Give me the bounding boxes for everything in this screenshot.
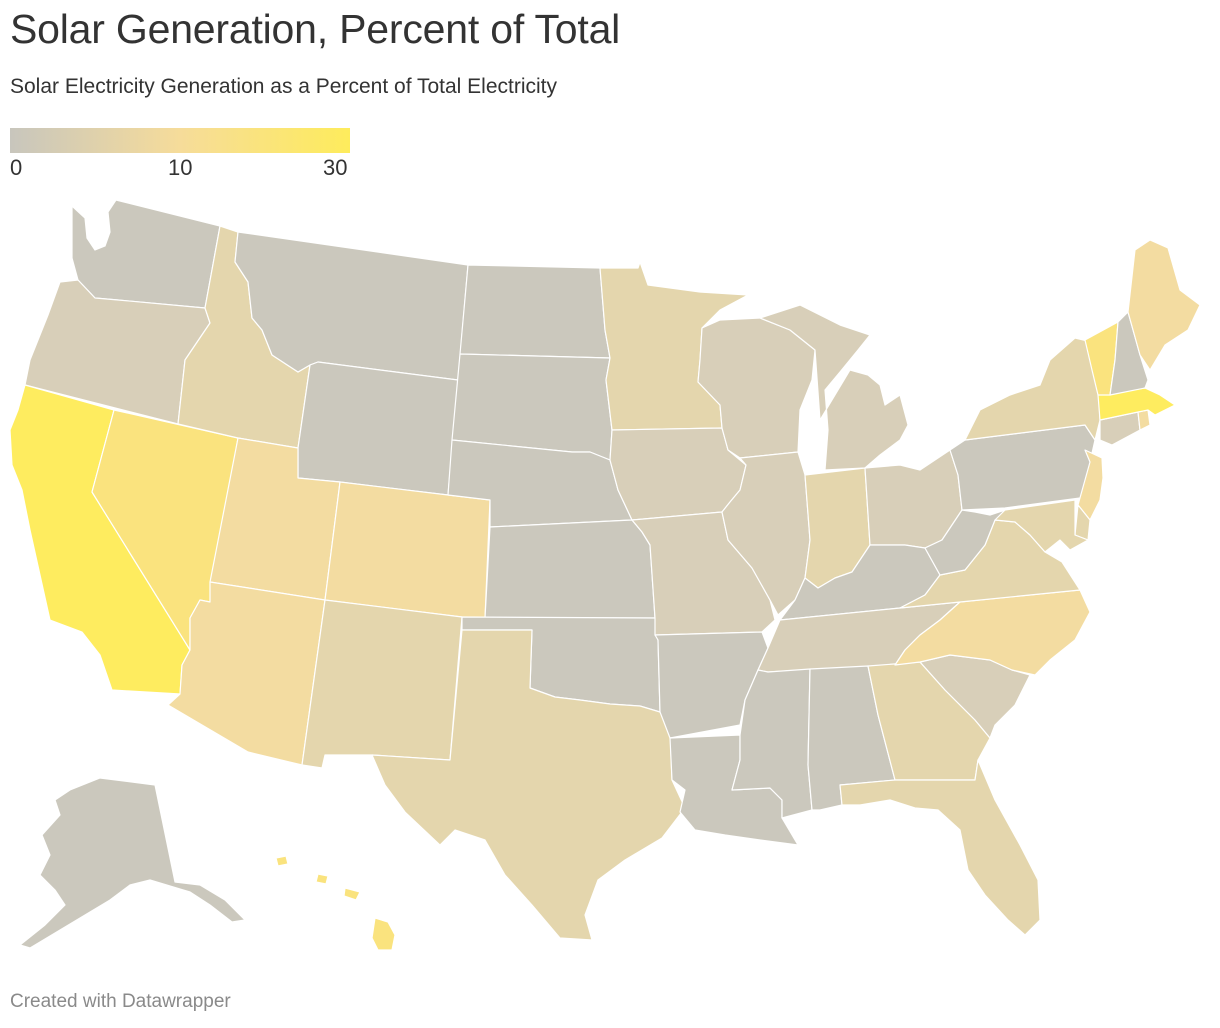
page-subtitle: Solar Electricity Generation as a Percen… [10,75,558,98]
credit-footer: Created with Datawrapper [10,991,231,1012]
state-wyoming[interactable] [297,361,459,496]
state-new-york[interactable] [964,337,1101,441]
state-michigan[interactable] [759,304,909,471]
state-washington[interactable] [71,199,221,309]
state-north-dakota[interactable] [459,264,611,359]
state-kansas[interactable] [484,519,656,619]
state-massachusetts[interactable] [1097,387,1176,421]
state-florida[interactable] [839,759,1041,936]
state-hawaii[interactable] [275,855,396,951]
state-arkansas[interactable] [654,631,769,739]
legend-gradient-bar [10,128,350,153]
legend-tick-mid: 10 [168,155,193,180]
us-state-map [9,199,1201,951]
state-maryland[interactable] [994,499,1089,553]
state-new-jersey[interactable] [1077,449,1104,521]
state-maine[interactable] [1127,239,1201,371]
state-texas[interactable] [371,629,686,941]
color-legend: 0 10 30 [10,128,350,184]
legend-tick-max: 30 [323,155,348,180]
legend-tick-min: 0 [10,155,23,180]
state-alaska[interactable] [19,777,246,949]
page-title: Solar Generation, Percent of Total [10,6,621,52]
state-rhode-island[interactable] [1137,409,1151,431]
state-colorado[interactable] [324,481,491,619]
state-north-carolina[interactable] [894,589,1091,676]
state-new-mexico[interactable] [301,599,463,769]
